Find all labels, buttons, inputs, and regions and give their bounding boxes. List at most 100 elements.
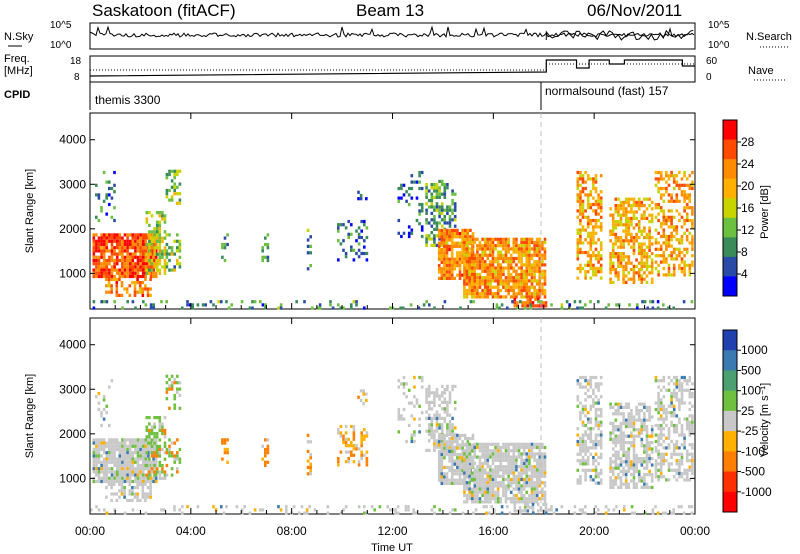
velocity-cell (597, 385, 600, 389)
velocity-cell (173, 508, 176, 512)
power-cell (678, 241, 681, 245)
power-cell (617, 236, 620, 240)
power-cell (609, 213, 612, 217)
power-cell (407, 234, 411, 239)
power-cell (541, 240, 544, 245)
velocity-cell (597, 398, 600, 402)
velocity-cell (440, 439, 444, 443)
velocity-cell (440, 475, 444, 479)
velocity-cell (691, 465, 694, 469)
velocity-cell (97, 451, 101, 455)
velocity-cell (659, 417, 663, 421)
velocity-cell (110, 492, 113, 496)
power-cell (579, 263, 582, 267)
power-cell (632, 248, 636, 252)
power-cell (350, 248, 353, 252)
power-cell (643, 300, 647, 304)
power-cell (494, 237, 497, 241)
velocity-cell (362, 389, 365, 393)
velocity-cell (533, 487, 536, 491)
power-cell (476, 256, 479, 261)
velocity-cell (584, 446, 587, 450)
power-cell (541, 247, 544, 251)
power-cell (525, 269, 529, 273)
velocity-cell (643, 485, 646, 489)
power-cell (535, 288, 539, 293)
power-cell (586, 250, 590, 255)
velocity-cell (589, 385, 593, 389)
velocity-cell (619, 485, 623, 489)
power-cell (517, 256, 521, 261)
velocity-cell (528, 452, 531, 456)
velocity-cell (683, 468, 686, 472)
power-cell (126, 242, 129, 247)
power-cell (486, 263, 490, 267)
velocity-cell (433, 413, 436, 417)
velocity-cell (427, 426, 431, 430)
velocity-cell (153, 441, 156, 445)
power-cell (121, 271, 124, 275)
power-cell (478, 244, 482, 248)
velocity-cell (407, 505, 410, 509)
power-cell (145, 252, 149, 256)
power-cell (530, 285, 534, 289)
velocity-cell (450, 449, 454, 453)
velocity-cell (632, 425, 636, 429)
velocity-cell (100, 479, 103, 484)
power-cell (110, 186, 114, 191)
velocity-cell (158, 470, 162, 474)
velocity-cell (520, 500, 523, 504)
power-cell (123, 255, 127, 259)
power-cell (597, 199, 600, 203)
velocity-cell (576, 481, 580, 485)
power-cell (525, 295, 529, 299)
power-cell (688, 174, 692, 178)
velocity-cell (154, 476, 158, 480)
power-cell (155, 220, 159, 224)
power-cell (496, 240, 500, 245)
velocity-cell (493, 508, 496, 512)
power-cell (158, 259, 162, 263)
power-cell (509, 285, 513, 289)
power-cell (481, 279, 484, 283)
velocity-cell (604, 505, 608, 509)
velocity-cell (456, 437, 459, 441)
power-cell (478, 266, 482, 270)
power-cell (443, 218, 447, 222)
velocity-cell (147, 463, 150, 468)
velocity-cell (410, 414, 414, 418)
velocity-cell (121, 447, 124, 452)
velocity-cell (144, 498, 147, 502)
power-cell (665, 273, 668, 277)
power-cell (672, 174, 676, 178)
power-cell (223, 246, 227, 250)
velocity-cell (223, 447, 227, 452)
velocity-cell (97, 479, 101, 484)
velocity-cell (394, 511, 397, 515)
power-cell (541, 256, 544, 261)
power-cell (481, 276, 484, 280)
time-tick-label: 20:00 (579, 524, 609, 538)
power-cell (123, 233, 127, 237)
power-cell (611, 264, 615, 268)
power-cell (576, 254, 580, 258)
power-cell (365, 197, 368, 201)
velocity-cell (500, 505, 504, 509)
velocity-cell (675, 391, 679, 396)
power-cell (640, 258, 644, 262)
velocity-cell (141, 444, 145, 448)
velocity-cell (173, 505, 176, 509)
power-cell (158, 249, 162, 253)
power-cell (516, 306, 519, 310)
velocity-cell (528, 461, 531, 466)
power-cell (201, 303, 205, 307)
power-cell (128, 233, 132, 237)
power-cell (659, 193, 663, 197)
power-cell (139, 262, 142, 266)
power-cell (145, 243, 149, 247)
velocity-cell (680, 398, 684, 402)
power-cell (662, 250, 666, 255)
velocity-cell (126, 467, 129, 471)
velocity-cell (520, 445, 523, 450)
power-cell (520, 250, 523, 254)
